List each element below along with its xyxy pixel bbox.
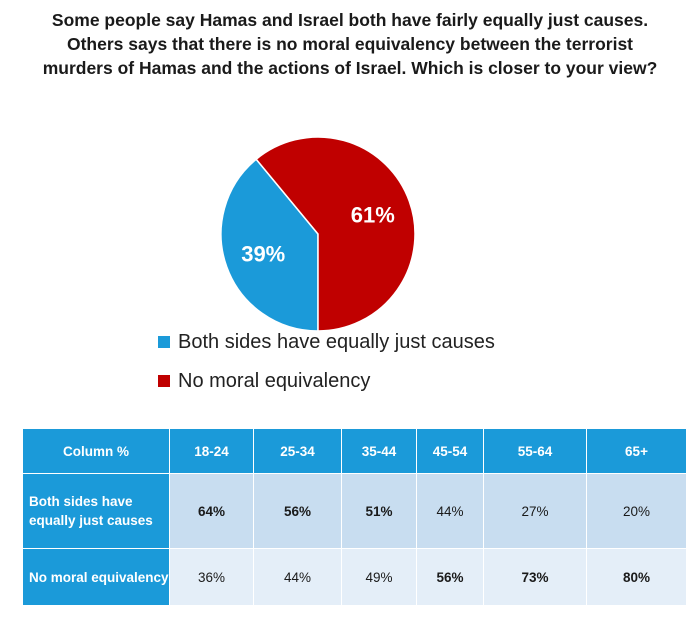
legend-swatch-blue <box>158 336 170 348</box>
table-row: Both sides have equally just causes 64% … <box>22 473 687 549</box>
table-cell: 20% <box>586 473 687 549</box>
table-cell: 49% <box>341 548 417 606</box>
age-breakdown-table: Column % 18-24 25-34 35-44 45-54 55-64 6… <box>22 428 687 606</box>
legend-label: Both sides have equally just causes <box>178 330 495 353</box>
pie-data-label: 61% <box>351 202 395 227</box>
table-cell: 44% <box>416 473 484 549</box>
legend-item-no-moral-equivalency: No moral equivalency <box>158 367 495 395</box>
column-header: 35-44 <box>341 428 417 474</box>
pie-chart: 39% 61% <box>218 134 418 334</box>
table-cell: 73% <box>483 548 587 606</box>
column-header: 25-34 <box>253 428 342 474</box>
pie-slice-no-moral-equivalency <box>255 136 416 332</box>
row-header: Both sides have equally just causes <box>22 473 170 549</box>
legend: Both sides have equally just causes No m… <box>158 328 495 406</box>
column-header: Column % <box>22 428 170 474</box>
column-header: 18-24 <box>169 428 254 474</box>
row-header: No moral equivalency <box>22 548 170 606</box>
legend-swatch-red <box>158 375 170 387</box>
legend-label: No moral equivalency <box>178 369 371 392</box>
pie-data-label: 39% <box>241 242 285 267</box>
table-cell: 80% <box>586 548 687 606</box>
table-cell: 44% <box>253 548 342 606</box>
table-cell: 56% <box>253 473 342 549</box>
chart-title: Some people say Hamas and Israel both ha… <box>42 10 658 78</box>
table-cell: 36% <box>169 548 254 606</box>
table-cell: 27% <box>483 473 587 549</box>
table-cell: 51% <box>341 473 417 549</box>
column-header: 55-64 <box>483 428 587 474</box>
pie-svg: 39% 61% <box>220 136 416 332</box>
column-header: 65+ <box>586 428 687 474</box>
pie-slice-both-sides <box>220 158 319 332</box>
legend-item-both-sides: Both sides have equally just causes <box>158 328 495 356</box>
table-cell: 56% <box>416 548 484 606</box>
table-cell: 64% <box>169 473 254 549</box>
table-row: No moral equivalency 36% 44% 49% 56% 73%… <box>22 548 687 606</box>
table-header-row: Column % 18-24 25-34 35-44 45-54 55-64 6… <box>22 428 687 474</box>
column-header: 45-54 <box>416 428 484 474</box>
